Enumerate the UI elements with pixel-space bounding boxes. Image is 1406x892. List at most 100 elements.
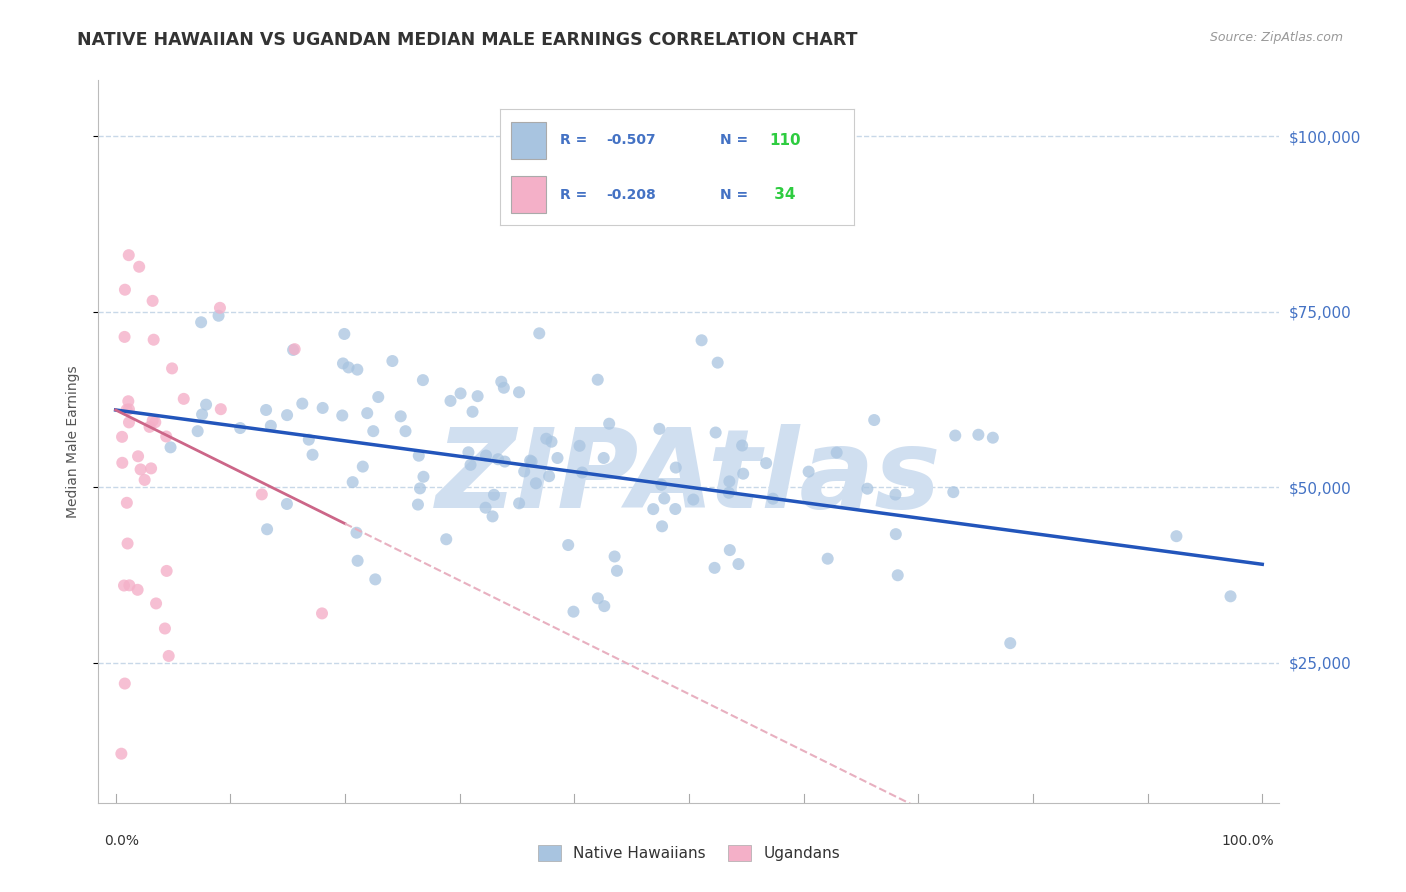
- Point: [942, 485, 965, 500]
- Point: [112, 578, 135, 592]
- Point: [536, 432, 558, 446]
- Point: [643, 502, 665, 516]
- Point: [276, 408, 298, 422]
- Point: [508, 496, 530, 510]
- Point: [884, 487, 907, 501]
- Point: [482, 488, 505, 502]
- Point: [118, 402, 141, 417]
- Point: [524, 476, 547, 491]
- Point: [593, 599, 616, 614]
- Point: [117, 394, 139, 409]
- Point: [652, 491, 675, 506]
- Point: [195, 398, 218, 412]
- Point: [481, 509, 503, 524]
- Point: [256, 522, 278, 536]
- Point: [142, 414, 165, 428]
- Point: [492, 381, 515, 395]
- Point: [863, 413, 886, 427]
- Point: [157, 648, 180, 663]
- Point: [651, 519, 673, 533]
- Point: [284, 342, 307, 356]
- Point: [127, 450, 149, 464]
- Point: [142, 293, 165, 308]
- Point: [160, 361, 183, 376]
- Point: [648, 422, 671, 436]
- Point: [718, 475, 741, 489]
- Point: [389, 409, 412, 424]
- Point: [276, 497, 298, 511]
- Point: [298, 433, 321, 447]
- Text: NATIVE HAWAIIAN VS UGANDAN MEDIAN MALE EARNINGS CORRELATION CHART: NATIVE HAWAIIAN VS UGANDAN MEDIAN MALE E…: [77, 31, 858, 49]
- Point: [491, 375, 513, 389]
- Point: [412, 469, 434, 483]
- Point: [1000, 636, 1022, 650]
- Point: [408, 449, 430, 463]
- Point: [115, 402, 138, 417]
- Point: [508, 385, 530, 400]
- Text: 0.0%: 0.0%: [104, 834, 139, 848]
- Point: [568, 439, 591, 453]
- Point: [519, 453, 541, 467]
- Point: [571, 466, 593, 480]
- Point: [330, 409, 353, 423]
- Point: [250, 487, 273, 501]
- Point: [129, 462, 152, 476]
- Point: [682, 492, 704, 507]
- Point: [457, 445, 479, 459]
- Point: [606, 564, 628, 578]
- Point: [967, 427, 990, 442]
- Point: [118, 248, 141, 262]
- Point: [138, 420, 160, 434]
- Point: [717, 485, 740, 500]
- Point: [650, 477, 672, 491]
- Point: [346, 362, 368, 376]
- Point: [364, 573, 387, 587]
- Point: [208, 301, 231, 315]
- Point: [291, 396, 314, 410]
- Point: [520, 454, 543, 468]
- Point: [114, 330, 136, 344]
- Point: [115, 496, 138, 510]
- Point: [114, 283, 136, 297]
- Point: [409, 482, 432, 496]
- Point: [367, 390, 389, 404]
- Text: Source: ZipAtlas.com: Source: ZipAtlas.com: [1209, 31, 1343, 45]
- Point: [586, 591, 609, 606]
- Point: [562, 605, 585, 619]
- Legend: Native Hawaiians, Ugandans: Native Hawaiians, Ugandans: [531, 839, 846, 867]
- Point: [486, 452, 509, 467]
- Point: [311, 607, 333, 621]
- Point: [346, 554, 368, 568]
- Point: [755, 456, 778, 470]
- Point: [598, 417, 620, 431]
- Point: [153, 622, 176, 636]
- Point: [118, 416, 141, 430]
- Point: [356, 406, 378, 420]
- Point: [190, 315, 212, 329]
- Point: [155, 429, 177, 443]
- Point: [557, 538, 579, 552]
- Point: [494, 454, 516, 468]
- Point: [665, 460, 688, 475]
- Point: [1219, 590, 1241, 604]
- Point: [333, 326, 356, 341]
- Point: [118, 578, 141, 592]
- Point: [301, 448, 323, 462]
- Point: [1166, 529, 1188, 543]
- Point: [474, 500, 496, 515]
- Point: [337, 360, 360, 375]
- Point: [513, 465, 536, 479]
- Point: [127, 582, 149, 597]
- Point: [733, 467, 755, 481]
- Point: [475, 449, 498, 463]
- Point: [460, 458, 482, 472]
- Point: [731, 438, 754, 452]
- Point: [143, 415, 166, 429]
- Point: [159, 440, 181, 454]
- Point: [797, 465, 820, 479]
- Point: [943, 428, 966, 442]
- Point: [981, 431, 1004, 445]
- Point: [128, 260, 150, 274]
- Point: [209, 402, 232, 417]
- Point: [825, 445, 848, 459]
